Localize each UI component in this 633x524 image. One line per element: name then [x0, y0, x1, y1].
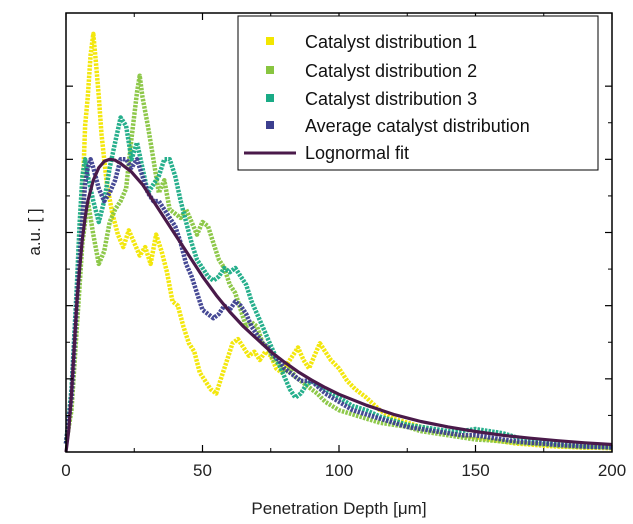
x-tick-label: 150 [461, 461, 489, 480]
legend-box [237, 15, 599, 171]
y-axis-label: a.u. [ ] [25, 208, 44, 255]
x-tick-label: 200 [598, 461, 626, 480]
legend-entry-1: Catalyst distribution 1 [305, 32, 477, 52]
series-4 [63, 157, 613, 450]
legend-entry-4: Average catalyst distribution [305, 116, 530, 136]
legend-entry-2: Catalyst distribution 2 [305, 61, 477, 81]
x-tick-label: 50 [193, 461, 212, 480]
legend-marker-1 [266, 37, 274, 45]
series-3 [63, 115, 613, 450]
x-tick-label: 100 [325, 461, 353, 480]
x-tick-label: 0 [61, 461, 70, 480]
legend-entry-5: Lognormal fit [305, 143, 409, 163]
x-tick-labels: 0 50 100 150 200 [61, 461, 626, 480]
series-layer [63, 31, 613, 453]
legend-marker-4 [266, 121, 274, 129]
series-5 [64, 157, 613, 453]
x-axis-label: Penetration Depth [μm] [251, 499, 426, 518]
legend-entry-3: Catalyst distribution 3 [305, 89, 477, 109]
legend-marker-3 [266, 94, 274, 102]
legend-marker-2 [266, 66, 274, 74]
legend: Catalyst distribution 1 Catalyst distrib… [237, 15, 599, 171]
